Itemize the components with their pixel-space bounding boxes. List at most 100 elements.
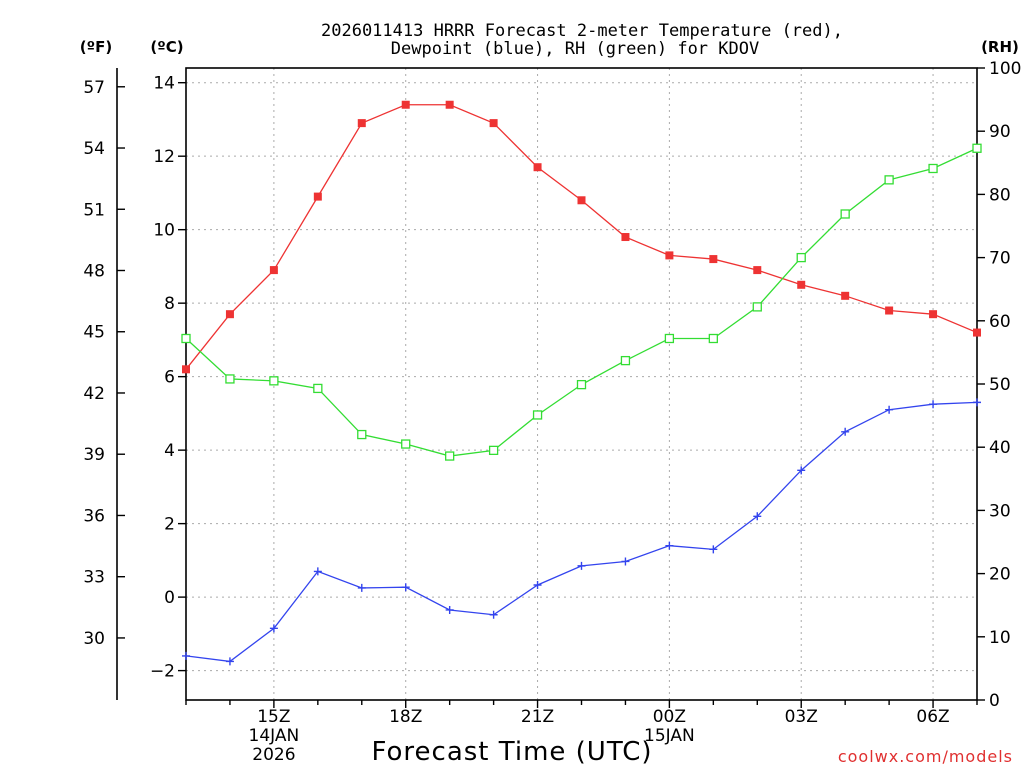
temperature-point bbox=[401, 100, 410, 109]
rh-tick-label: 0 bbox=[989, 691, 1000, 711]
rh-point bbox=[664, 333, 675, 344]
celsius-tick-label: 10 bbox=[153, 221, 175, 241]
x-tick-label: 00Z bbox=[653, 707, 686, 727]
fahrenheit-tick-label: 57 bbox=[83, 78, 105, 98]
rh-point bbox=[928, 163, 938, 174]
temperature-point bbox=[973, 328, 981, 337]
x-tick-date: 15JAN bbox=[644, 726, 695, 746]
temperature-point bbox=[182, 365, 190, 374]
temperature-point bbox=[621, 233, 630, 242]
rh-tick-label: 30 bbox=[989, 501, 1011, 521]
dewpoint-point bbox=[489, 610, 498, 619]
dewpoint-point bbox=[577, 561, 586, 570]
rh-tick-label: 40 bbox=[989, 438, 1011, 458]
rh-tick-label: 100 bbox=[989, 59, 1021, 79]
rh-point bbox=[796, 252, 806, 263]
temperature-point bbox=[445, 100, 454, 109]
dewpoint-point bbox=[357, 583, 366, 592]
rh-point bbox=[752, 302, 762, 312]
fahrenheit-tick-label: 39 bbox=[83, 445, 105, 465]
unit-label-celsius: (ºC) bbox=[150, 38, 183, 56]
temperature-point bbox=[313, 192, 322, 201]
dewpoint-point bbox=[269, 624, 278, 633]
temperature-point bbox=[489, 119, 498, 128]
dewpoint-point bbox=[445, 605, 454, 614]
rh-point bbox=[225, 374, 235, 384]
rh-point bbox=[532, 410, 543, 420]
rh-point bbox=[313, 383, 323, 394]
rh-tick-label: 80 bbox=[989, 185, 1011, 205]
rh-point bbox=[401, 439, 411, 449]
x-tick-label: 06Z bbox=[916, 707, 949, 727]
temperature-line bbox=[185, 104, 978, 370]
dewpoint-point bbox=[753, 512, 762, 521]
temperature-point bbox=[885, 306, 894, 315]
rh-tick-label: 90 bbox=[989, 122, 1011, 142]
temperature-point bbox=[357, 119, 366, 128]
rh-point bbox=[708, 333, 718, 344]
x-tick-label: 03Z bbox=[785, 707, 818, 727]
fahrenheit-tick-label: 51 bbox=[83, 200, 105, 220]
rh-point bbox=[840, 209, 850, 219]
x-tick-label: 21Z bbox=[521, 707, 554, 727]
rh-point bbox=[269, 376, 279, 386]
dewpoint-point bbox=[929, 400, 938, 409]
rh-point bbox=[445, 451, 455, 461]
celsius-tick-label: 8 bbox=[164, 294, 175, 314]
unit-label-rh: (RH) bbox=[981, 38, 1019, 56]
temperature-point bbox=[929, 310, 938, 319]
temperature-point bbox=[841, 291, 850, 300]
celsius-tick-label: 4 bbox=[164, 441, 175, 461]
unit-label-fahrenheit: (ºF) bbox=[80, 38, 112, 56]
rh-point bbox=[488, 445, 499, 456]
rh-point bbox=[620, 355, 631, 366]
rh-point bbox=[884, 175, 894, 185]
rh-point bbox=[576, 379, 587, 390]
temperature-point bbox=[753, 266, 762, 275]
fahrenheit-tick-label: 45 bbox=[83, 323, 105, 343]
dewpoint-point bbox=[973, 398, 981, 407]
temperature-point bbox=[709, 255, 718, 264]
temperature-point bbox=[269, 266, 278, 275]
temperature-point bbox=[797, 280, 806, 289]
fahrenheit-tick-label: 48 bbox=[83, 262, 105, 282]
temperature-point bbox=[665, 251, 674, 260]
rh-tick-label: 60 bbox=[989, 312, 1011, 332]
dewpoint-point bbox=[621, 557, 630, 566]
chart-title-line2: Dewpoint (blue), RH (green) for KDOV bbox=[391, 39, 759, 59]
x-tick-year: 2026 bbox=[252, 745, 295, 765]
watermark: coolwx.com/models bbox=[838, 747, 1013, 766]
dewpoint-point bbox=[225, 657, 234, 666]
fahrenheit-tick-label: 30 bbox=[83, 629, 105, 649]
celsius-tick-label: 6 bbox=[164, 368, 175, 388]
dewpoint-point bbox=[841, 427, 850, 436]
dewpoint-point bbox=[665, 541, 674, 550]
dewpoint-point bbox=[885, 405, 894, 414]
fahrenheit-tick-label: 42 bbox=[83, 384, 105, 404]
rh-tick-label: 70 bbox=[989, 249, 1011, 269]
x-axis-label: Forecast Time (UTC) bbox=[371, 737, 652, 767]
celsius-tick-label: −2 bbox=[150, 662, 175, 682]
rh-point bbox=[972, 143, 982, 153]
celsius-tick-label: 14 bbox=[153, 74, 175, 94]
rh-tick-label: 50 bbox=[989, 375, 1011, 395]
rh-point bbox=[181, 333, 191, 344]
celsius-tick-label: 2 bbox=[164, 515, 175, 535]
dewpoint-point bbox=[313, 567, 322, 576]
tick-labels: −2 0 2 4 6 8 10 12 14 30 33 36 39 42 45 48 51 54 57 0 10 20 30… bbox=[83, 59, 1021, 765]
dewpoint-point bbox=[533, 580, 542, 589]
rh-point bbox=[357, 429, 367, 440]
temperature-point bbox=[533, 163, 542, 172]
temperature-point bbox=[225, 310, 234, 319]
series-markers bbox=[181, 100, 982, 666]
rh-tick-label: 10 bbox=[989, 628, 1011, 648]
rh-line bbox=[185, 147, 978, 457]
temperature-point bbox=[577, 196, 586, 205]
chart-title-line1: 2026011413 HRRR Forecast 2-meter Tempera… bbox=[321, 21, 843, 41]
celsius-tick-label: 12 bbox=[153, 147, 175, 167]
axes bbox=[116, 67, 985, 708]
celsius-tick-label: 0 bbox=[164, 588, 175, 608]
rh-tick-label: 20 bbox=[989, 565, 1011, 585]
fahrenheit-tick-label: 54 bbox=[83, 139, 105, 159]
